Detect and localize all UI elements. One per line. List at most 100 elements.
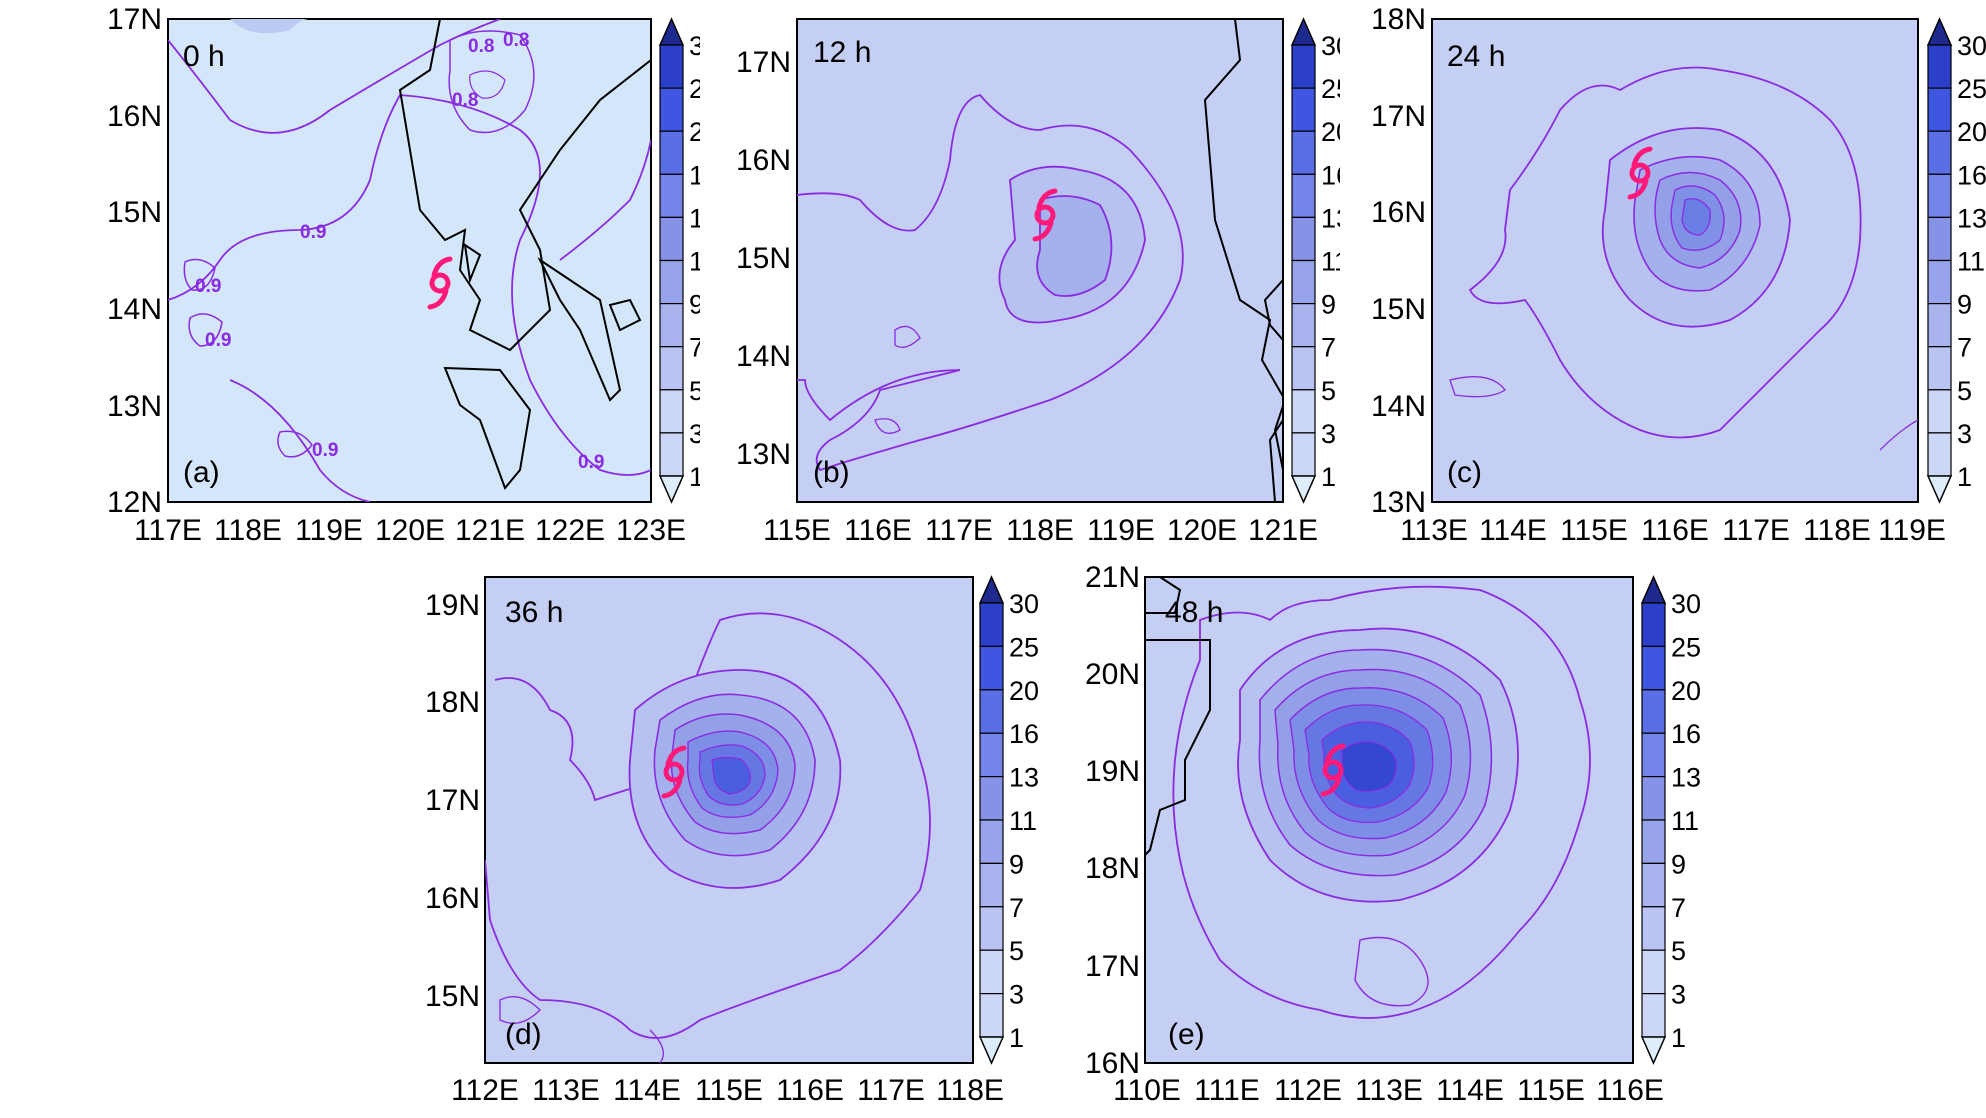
contour-line	[448, 30, 535, 134]
colorbar-label: 25	[1957, 74, 1986, 104]
y-tick-label: 19N	[1085, 755, 1140, 788]
colorbar-label: 13	[1957, 203, 1986, 233]
y-axis: 18N 17N 16N 15N 14N 13N	[1371, 3, 1426, 519]
contour-label: 0.9	[312, 440, 338, 461]
y-tick-label: 18N	[1371, 3, 1426, 36]
colorbar-label: 9	[1957, 290, 1972, 320]
colorbar-label: 20	[1321, 117, 1340, 147]
contour-line	[168, 94, 651, 476]
panel-tag: (b)	[813, 456, 850, 489]
colorbar-segment	[979, 862, 1004, 908]
x-tick-label: 121E	[1248, 514, 1318, 547]
map-frame	[167, 18, 652, 503]
panel-d: 36 h (d) 19N 18N 17N 16N 15N 112E 113E 1…	[425, 575, 1039, 1107]
colorbar-segment	[979, 689, 1004, 734]
colorbar-segment	[1641, 776, 1666, 821]
y-tick-label: 16N	[425, 882, 480, 915]
x-tick-label: 112E	[1274, 1074, 1342, 1107]
y-tick-label: 19N	[425, 589, 480, 622]
y-tick-label: 14N	[736, 340, 791, 373]
coastline	[1145, 577, 1211, 856]
contour-line	[188, 313, 223, 347]
colorbar-segment	[1291, 389, 1316, 434]
x-axis: 110E 111E 112E 113E 114E 115E 116E	[1113, 1074, 1664, 1107]
colorbar-label: 16	[1957, 160, 1986, 190]
colorbar-label: 1	[1957, 462, 1972, 492]
y-axis: 17N 16N 15N 14N 13N	[736, 46, 791, 471]
colorbar-label: 9	[1671, 849, 1686, 879]
colorbar: 30 25 20 16 13 11 9 7 5 3 1	[1926, 17, 1986, 504]
y-axis: 17N 16N 15N 14N 13N 12N	[107, 3, 162, 519]
contour-line	[499, 996, 664, 1063]
colorbar-segment	[659, 87, 684, 132]
colorbar-segment	[1927, 173, 1952, 219]
colorbar-segment	[1927, 216, 1952, 262]
typhoon-icon	[427, 256, 453, 310]
colorbar-label: 30	[1957, 31, 1986, 61]
x-tick-label: 114E	[1479, 514, 1547, 547]
contour-label: 0.9	[195, 276, 221, 297]
colorbar-label: 5	[1009, 936, 1024, 966]
x-tick-label: 116E	[1596, 1074, 1664, 1107]
colorbar-label: 13	[1009, 763, 1039, 793]
colorbar-cap-bottom	[658, 475, 685, 504]
colorbar-segment	[659, 389, 684, 434]
colorbar-label: 20	[1957, 117, 1986, 147]
x-tick-label: 114E	[1436, 1074, 1504, 1107]
typhoon-icon	[1627, 146, 1653, 200]
contour-line	[1354, 936, 1429, 1007]
colorbar-segment	[1291, 303, 1316, 348]
contour-line	[1172, 585, 1591, 1019]
x-tick-label: 118E	[1006, 514, 1074, 547]
colorbar-segment	[659, 432, 684, 477]
x-tick-label: 118E	[214, 514, 282, 547]
x-axis: 113E 114E 115E 116E 117E 118E 119E	[1400, 514, 1946, 547]
colorbar-label: 13	[689, 203, 700, 233]
colorbar: 30 25 20 16 13 11 9 7 5 3 1	[1640, 575, 1701, 1065]
colorbar-label: 16	[689, 160, 700, 190]
colorbar-segment	[1641, 906, 1666, 951]
colorbar-cap-top	[1290, 17, 1317, 46]
colorbar-label: 30	[1009, 589, 1039, 619]
x-tick-label: 118E	[936, 1074, 1004, 1107]
panel-e: 48 h (e) 21N 20N 19N 18N 17N 16N 110E 11…	[1085, 561, 1701, 1107]
y-tick-label: 16N	[1371, 196, 1426, 229]
contour-line	[1449, 376, 1918, 451]
colorbar: 30 25 20 16 13 11 9 7 5 3 1	[1290, 17, 1340, 504]
colorbar-label: 25	[1009, 632, 1039, 662]
coastline	[1263, 279, 1283, 502]
colorbar-segment	[979, 949, 1004, 995]
colorbar-label: 30	[1671, 589, 1701, 619]
x-tick-label: 117E	[1722, 514, 1790, 547]
colorbar-label: 1	[689, 462, 700, 492]
colorbar-label: 30	[689, 31, 700, 61]
colorbar-segment	[1927, 346, 1952, 391]
colorbar-label: 7	[1009, 893, 1024, 923]
colorbar-cap-top	[658, 17, 685, 46]
colorbar-segment	[1927, 432, 1952, 477]
colorbar-segment	[979, 906, 1004, 951]
y-axis: 19N 18N 17N 16N 15N	[425, 589, 480, 1013]
colorbar-segment	[1291, 216, 1316, 262]
colorbar-segment	[979, 993, 1004, 1038]
colorbar-label: 25	[1321, 74, 1340, 104]
colorbar-segment	[1291, 346, 1316, 391]
colorbar-cap-top	[1640, 575, 1667, 604]
colorbar-label: 5	[1321, 376, 1336, 406]
y-tick-label: 12N	[107, 486, 162, 519]
colorbar-segment	[1927, 87, 1952, 132]
typhoon-icon	[1032, 188, 1058, 242]
shaded-area	[711, 756, 751, 795]
panel-tag: (d)	[505, 1018, 542, 1051]
colorbar-label: 20	[1009, 676, 1039, 706]
contour-line	[559, 139, 651, 261]
x-tick-label: 113E	[532, 1074, 600, 1107]
colorbar-segment	[1641, 862, 1666, 908]
colorbar-segment	[979, 732, 1004, 778]
x-tick-label: 116E	[1641, 514, 1709, 547]
contour-label: 0.9	[205, 330, 231, 351]
shaded-area	[230, 19, 310, 34]
colorbar-cap-bottom	[1290, 475, 1317, 504]
colorbar-segment	[1291, 432, 1316, 477]
